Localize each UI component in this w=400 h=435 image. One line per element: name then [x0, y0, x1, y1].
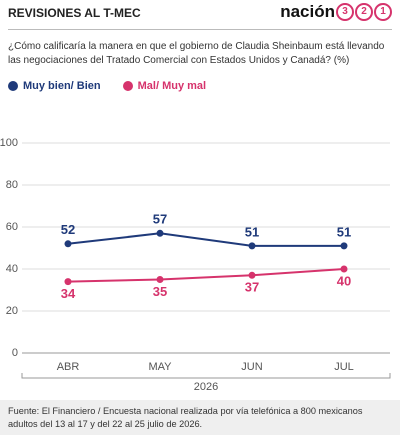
legend-marker	[8, 81, 18, 91]
point	[248, 271, 256, 279]
logo-digit: 1	[374, 3, 392, 21]
data-label: 37	[245, 280, 259, 295]
data-label: 51	[245, 224, 259, 239]
x-group-bracket	[21, 373, 391, 379]
data-label: 51	[337, 224, 351, 239]
y-tick-label: 100	[0, 137, 18, 149]
logo-digit: 3	[336, 3, 354, 21]
legend-marker	[122, 81, 133, 91]
legend-item: Mal/ Muy mal	[122, 80, 207, 92]
y-tick-label: 80	[6, 179, 18, 191]
y-tick-label: 40	[6, 263, 18, 275]
logo: nación 3 2 1	[280, 2, 392, 22]
legend-label: Muy bien/ Bien	[23, 80, 101, 92]
y-tick-label: 20	[6, 305, 18, 317]
y-tick-label: 0	[12, 347, 18, 359]
point	[156, 229, 164, 237]
data-label: 52	[61, 222, 75, 237]
data-label: 57	[153, 212, 167, 227]
chart-title: ¿Cómo calificaría la manera en que el go…	[8, 41, 385, 66]
x-group-label: 2026	[194, 381, 218, 393]
header-title: REVISIONES AL T-MEC	[8, 6, 141, 20]
chart: 0 20 40 60 80 100 ABR MAY JUN JUL 2026 52 57 51 51 34 35…	[0, 137, 391, 393]
source: Fuente: El Financiero / Encuesta naciona…	[0, 400, 400, 435]
point	[64, 278, 72, 286]
x-tick-label: MAY	[148, 361, 172, 373]
data-label: 40	[337, 273, 351, 288]
point	[248, 242, 256, 250]
data-label: 34	[61, 286, 76, 301]
data-label: 35	[153, 284, 167, 299]
series-line	[67, 268, 345, 283]
x-tick-label: JUN	[241, 361, 262, 373]
point	[340, 265, 348, 273]
x-tick-label: ABR	[57, 361, 80, 373]
logo-digit: 2	[355, 3, 373, 21]
y-tick-label: 60	[6, 221, 18, 233]
x-tick-label: JUL	[334, 361, 354, 373]
point	[340, 242, 348, 250]
point	[156, 276, 164, 283]
legend: Muy bien/ Bien Mal/ Muy mal	[8, 80, 206, 92]
divider	[8, 29, 392, 30]
legend-label: Mal/ Muy mal	[137, 80, 207, 92]
point	[64, 240, 72, 248]
series-line	[67, 232, 344, 247]
legend-item: Muy bien/ Bien	[8, 80, 101, 92]
logo-text: nación	[280, 2, 335, 21]
